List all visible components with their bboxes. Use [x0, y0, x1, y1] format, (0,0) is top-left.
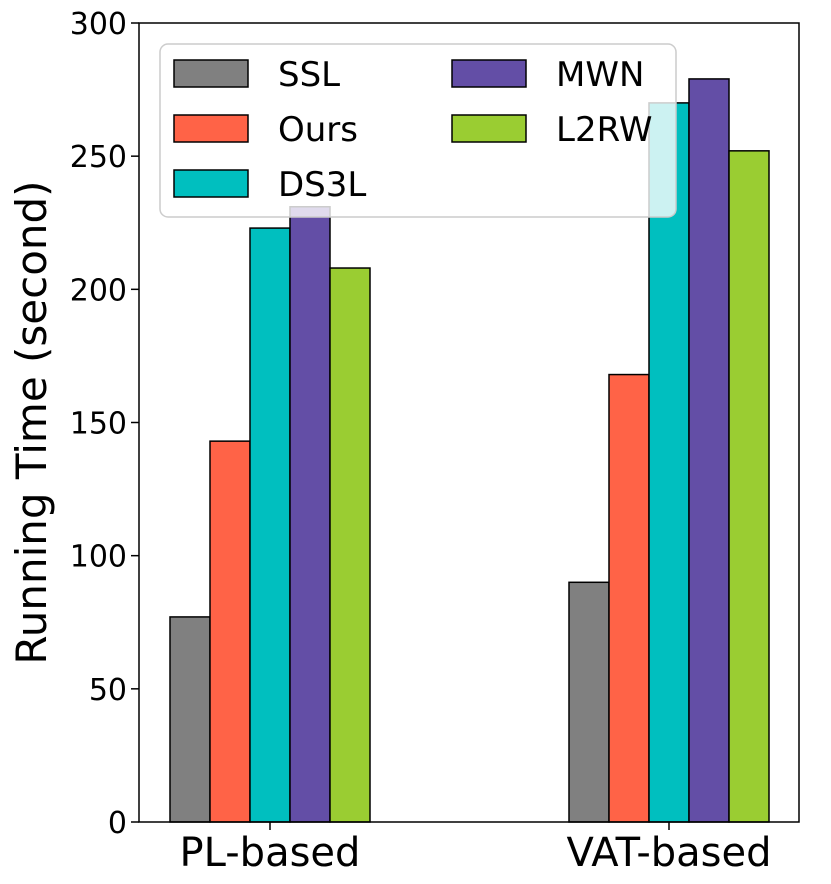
bar-ours-vat-based — [608, 373, 650, 823]
x-tick-label: VAT-based — [567, 830, 772, 876]
y-tick-label: 200 — [70, 273, 127, 308]
bar-l2rw-vat-based — [728, 150, 770, 823]
axes-layer: 0 50 100 150 200 250 300 PL-based VAT-based — [70, 7, 800, 876]
y-tick-label: 100 — [70, 540, 127, 575]
y-axis-title: Running Time (second) — [7, 180, 56, 664]
bar-ds3l-pl-based — [249, 227, 291, 823]
legend-label-ours: Ours — [278, 110, 358, 150]
y-tick-label: 50 — [89, 673, 127, 708]
legend-label-ssl: SSL — [278, 55, 340, 95]
legend-swatch-ds3l — [173, 169, 249, 198]
legend: SSL Ours DS3L MWN L2RW — [159, 43, 677, 218]
legend-label-ds3l: DS3L — [278, 165, 366, 205]
bar-ours-pl-based — [209, 440, 251, 823]
legend-label-l2rw: L2RW — [556, 110, 652, 150]
y-tick-label: 150 — [70, 407, 127, 442]
y-tick-label: 300 — [70, 7, 127, 42]
bar-l2rw-pl-based — [329, 267, 371, 823]
y-tick-label: 0 — [108, 806, 127, 841]
y-tick-label: 250 — [70, 140, 127, 175]
legend-swatch-mwn — [451, 59, 527, 88]
bars-layer — [169, 78, 770, 823]
bar-mwn-vat-based — [688, 78, 730, 823]
legend-frame — [159, 43, 677, 218]
legend-label-mwn: MWN — [556, 55, 644, 95]
bar-ds3l-vat-based — [648, 102, 690, 823]
bar-ssl-pl-based — [169, 616, 211, 823]
legend-swatch-l2rw — [451, 114, 527, 143]
x-tick-label: PL-based — [180, 830, 361, 876]
bar-ssl-vat-based — [568, 581, 610, 823]
legend-swatch-ours — [173, 114, 249, 143]
legend-swatch-ssl — [173, 59, 249, 88]
bar-mwn-pl-based — [289, 206, 331, 823]
